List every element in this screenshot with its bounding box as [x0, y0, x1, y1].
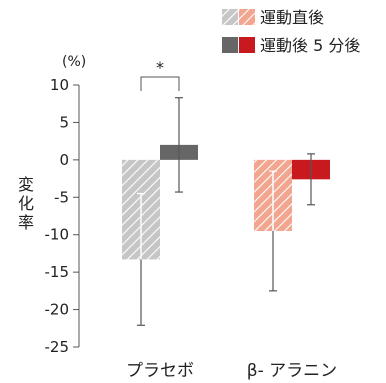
significance-bracket	[140, 76, 180, 91]
legend-swatch-hatched-gray	[222, 9, 238, 25]
y-axis-label: 変化率	[18, 175, 34, 232]
y-tick-label: 10	[50, 76, 69, 94]
legend-swatch-solid-gray	[222, 37, 238, 53]
y-tick-label: -5	[54, 188, 69, 206]
legend-label-series-1: 運動直後	[260, 8, 324, 27]
y-tick-label: 0	[59, 151, 69, 169]
category-label: β- アラニン	[247, 361, 337, 381]
y-tick-label: -10	[45, 226, 70, 244]
category-label: プラセボ	[126, 361, 194, 381]
legend: 運動直後 運動後 5 分後	[222, 8, 360, 55]
y-tick-label: -20	[45, 301, 70, 319]
y-tick-label: -25	[45, 338, 70, 356]
y-tick-label: 5	[59, 113, 69, 131]
y-axis-label-char: 化	[18, 194, 34, 213]
legend-swatch-solid-red	[239, 37, 255, 53]
legend-swatch-hatched-red	[239, 9, 255, 25]
y-tick-label: -15	[45, 263, 70, 281]
y-axis-label-char: 率	[18, 213, 34, 232]
y-unit-label: (%)	[62, 54, 86, 70]
error-bars	[137, 97, 315, 326]
legend-label-series-2: 運動後 5 分後	[260, 36, 360, 55]
category-labels: プラセボ β- アラニン	[126, 361, 337, 381]
y-axis: 10 5 0 -5 -10 -15 -20 -25	[45, 76, 80, 356]
y-axis-label-char: 変	[18, 175, 34, 194]
significance-star: *	[156, 58, 164, 77]
significance-annotation: *	[140, 58, 180, 91]
bars	[122, 144, 330, 260]
